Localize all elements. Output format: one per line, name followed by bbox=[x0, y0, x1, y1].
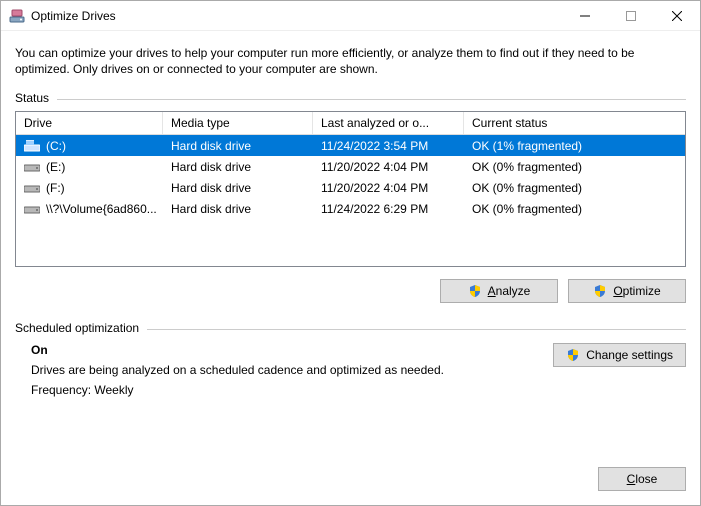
minimize-button[interactable] bbox=[562, 1, 608, 31]
current-status: OK (0% fragmented) bbox=[464, 160, 685, 174]
status-label: Status bbox=[15, 91, 49, 105]
last-analyzed: 11/20/2022 4:04 PM bbox=[313, 160, 464, 174]
drive-icon bbox=[24, 161, 40, 173]
scheduled-text: On Drives are being analyzed on a schedu… bbox=[15, 343, 533, 403]
analyze-button[interactable]: Analyze bbox=[440, 279, 558, 303]
col-header-media[interactable]: Media type bbox=[163, 112, 313, 134]
last-analyzed: 11/20/2022 4:04 PM bbox=[313, 181, 464, 195]
current-status: OK (0% fragmented) bbox=[464, 181, 685, 195]
drive-name: (F:) bbox=[46, 181, 65, 195]
table-row[interactable]: (F:) Hard disk drive11/20/2022 4:04 PMOK … bbox=[16, 177, 685, 198]
table-body: (C:)Hard disk drive11/24/2022 3:54 PMOK … bbox=[16, 135, 685, 266]
media-type: Hard disk drive bbox=[163, 202, 313, 216]
change-settings-label: Change settings bbox=[586, 348, 673, 362]
shield-icon bbox=[468, 284, 482, 298]
scheduled-frequency: Frequency: Weekly bbox=[31, 383, 533, 397]
media-type: Hard disk drive bbox=[163, 181, 313, 195]
content-area: You can optimize your drives to help you… bbox=[1, 31, 700, 505]
scheduled-desc: Drives are being analyzed on a scheduled… bbox=[31, 363, 533, 377]
close-button[interactable]: Close bbox=[598, 467, 686, 491]
optimize-label: Optimize bbox=[613, 284, 660, 298]
drive-icon bbox=[24, 203, 40, 215]
footer: Close bbox=[598, 467, 686, 491]
close-window-button[interactable] bbox=[654, 1, 700, 31]
col-header-status[interactable]: Current status bbox=[464, 112, 685, 134]
shield-icon bbox=[566, 348, 580, 362]
divider bbox=[147, 329, 686, 330]
window-title: Optimize Drives bbox=[31, 9, 116, 23]
table-header: Drive Media type Last analyzed or o... C… bbox=[16, 112, 685, 135]
media-type: Hard disk drive bbox=[163, 160, 313, 174]
scheduled-section: Scheduled optimization On Drives are bei… bbox=[15, 321, 686, 403]
last-analyzed: 11/24/2022 6:29 PM bbox=[313, 202, 464, 216]
change-settings-button[interactable]: Change settings bbox=[553, 343, 686, 367]
analyze-label: Analyze bbox=[488, 284, 531, 298]
table-row[interactable]: \\?\Volume{6ad860... Hard disk drive11/24… bbox=[16, 198, 685, 219]
drive-name: (E:) bbox=[46, 160, 65, 174]
col-header-drive[interactable]: Drive bbox=[16, 112, 163, 134]
divider bbox=[57, 99, 686, 100]
table-row[interactable]: (E:) Hard disk drive11/20/2022 4:04 PMOK … bbox=[16, 156, 685, 177]
scheduled-label: Scheduled optimization bbox=[15, 321, 139, 335]
drive-icon bbox=[24, 140, 40, 152]
maximize-button[interactable] bbox=[608, 1, 654, 31]
optimize-button[interactable]: Optimize bbox=[568, 279, 686, 303]
app-icon bbox=[9, 8, 25, 24]
drive-icon bbox=[24, 182, 40, 194]
current-status: OK (1% fragmented) bbox=[464, 139, 685, 153]
drive-name: (C:) bbox=[46, 139, 66, 153]
media-type: Hard disk drive bbox=[163, 139, 313, 153]
titlebar: Optimize Drives bbox=[1, 1, 700, 31]
optimize-drives-window: Optimize Drives You can optimize your dr… bbox=[0, 0, 701, 506]
scheduled-on: On bbox=[31, 343, 533, 357]
drive-name: \\?\Volume{6ad860... bbox=[46, 202, 157, 216]
analyze-optimize-row: Analyze Optimize bbox=[15, 279, 686, 303]
close-label: Close bbox=[627, 472, 658, 486]
last-analyzed: 11/24/2022 3:54 PM bbox=[313, 139, 464, 153]
table-row[interactable]: (C:) Hard disk drive11/24/2022 3:54 PMOK … bbox=[16, 135, 685, 156]
shield-icon bbox=[593, 284, 607, 298]
col-header-last[interactable]: Last analyzed or o... bbox=[313, 112, 464, 134]
intro-text: You can optimize your drives to help you… bbox=[15, 45, 686, 77]
drive-table: Drive Media type Last analyzed or o... C… bbox=[15, 111, 686, 267]
current-status: OK (0% fragmented) bbox=[464, 202, 685, 216]
